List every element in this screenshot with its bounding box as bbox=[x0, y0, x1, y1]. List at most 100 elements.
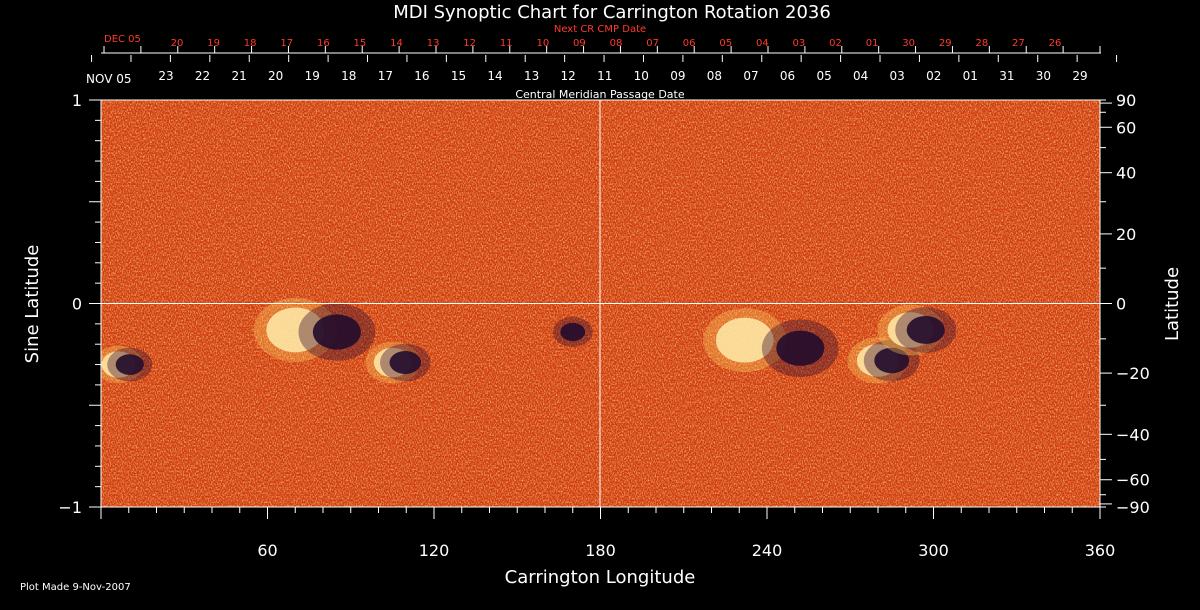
positive-halo bbox=[703, 308, 787, 373]
cmp-date-label: 30 bbox=[1036, 69, 1051, 83]
cmp-date-label: 04 bbox=[853, 69, 868, 83]
x-axis-label: Carrington Longitude bbox=[505, 567, 696, 588]
next-cmp-start-label: DEC 05 bbox=[104, 34, 141, 45]
bottom-axis: 60 120 180 240 300 360 bbox=[100, 507, 1116, 560]
negative-flux bbox=[115, 354, 144, 375]
cmp-date-label: 31 bbox=[999, 69, 1014, 83]
cmp-start-label: NOV 05 bbox=[86, 72, 132, 86]
x-tick-label: 360 bbox=[1085, 541, 1116, 560]
next-cmp-date-label: 13 bbox=[427, 38, 440, 49]
right-tick-label: 40 bbox=[1116, 164, 1136, 183]
next-cmp-date-label: 09 bbox=[573, 38, 586, 49]
negative-halo bbox=[863, 339, 920, 382]
cmp-date-label: 07 bbox=[743, 69, 758, 83]
cmp-date-label: 23 bbox=[158, 69, 173, 83]
cmp-date-label: 29 bbox=[1072, 69, 1087, 83]
active-region bbox=[847, 337, 920, 384]
x-tick-label: 180 bbox=[585, 541, 616, 560]
negative-flux bbox=[874, 347, 910, 374]
next-cmp-label: Next CR CMP Date bbox=[554, 24, 646, 35]
x-tick-label: 120 bbox=[419, 541, 450, 560]
negative-halo bbox=[895, 307, 957, 353]
cmp-date-label: 09 bbox=[670, 69, 685, 83]
next-cmp-date-label: 03 bbox=[793, 38, 806, 49]
cmp-date-label: 02 bbox=[926, 69, 941, 83]
cmp-date-label: 21 bbox=[231, 69, 246, 83]
next-cmp-axis: DEC 05 20 19 18 17 16 15 14 13 12 11 10 09 08 07 06 05 0… bbox=[101, 34, 1101, 54]
right-tick-label: −40 bbox=[1116, 425, 1150, 444]
right-tick-label: −90 bbox=[1116, 498, 1150, 517]
cmp-date-label: 18 bbox=[341, 69, 356, 83]
right-axis: 90 60 40 20 0 −20 −40 −60 −90 bbox=[1100, 91, 1150, 517]
next-cmp-date-label: 11 bbox=[500, 38, 513, 49]
next-cmp-date-label: 20 bbox=[171, 38, 184, 49]
cmp-date-label: 15 bbox=[451, 69, 466, 83]
cmp-date-label: 01 bbox=[963, 69, 978, 83]
next-cmp-date-label: 10 bbox=[536, 38, 549, 49]
next-cmp-date-label: 28 bbox=[975, 38, 988, 49]
next-cmp-date-label: 02 bbox=[829, 38, 842, 49]
active-region bbox=[761, 319, 839, 378]
negative-halo bbox=[552, 317, 593, 347]
next-cmp-date-label: 04 bbox=[756, 38, 769, 49]
plot-made-label: Plot Made 9-Nov-2007 bbox=[20, 582, 131, 593]
next-cmp-date-label: 05 bbox=[719, 38, 732, 49]
cmp-date-label: 12 bbox=[561, 69, 576, 83]
next-cmp-date-label: 07 bbox=[646, 38, 659, 49]
active-region bbox=[552, 317, 593, 347]
right-tick-label: 60 bbox=[1116, 118, 1136, 137]
right-tick-label: −60 bbox=[1116, 471, 1150, 490]
right-tick-label: 90 bbox=[1116, 91, 1136, 110]
cmp-date-label: 16 bbox=[414, 69, 429, 83]
right-axis-label: Latitude bbox=[1162, 267, 1183, 341]
negative-flux bbox=[906, 315, 945, 344]
cmp-date-label: 06 bbox=[780, 69, 795, 83]
active-region bbox=[703, 308, 787, 373]
negative-halo bbox=[298, 303, 376, 361]
next-cmp-date-label: 01 bbox=[866, 38, 879, 49]
x-tick-label: 240 bbox=[752, 541, 783, 560]
cmp-date-label: 22 bbox=[195, 69, 210, 83]
negative-flux bbox=[389, 350, 422, 375]
left-tick-label: −1 bbox=[58, 498, 82, 517]
next-cmp-date-label: 30 bbox=[902, 38, 915, 49]
cmp-date-label: 03 bbox=[890, 69, 905, 83]
negative-flux bbox=[776, 330, 825, 366]
left-tick-label: 0 bbox=[72, 295, 82, 314]
cmp-date-label: 20 bbox=[268, 69, 283, 83]
negative-flux bbox=[560, 322, 586, 342]
negative-halo bbox=[380, 343, 431, 382]
x-tick-label: 300 bbox=[918, 541, 949, 560]
active-region bbox=[298, 303, 376, 361]
left-axis: 1 0 −1 bbox=[58, 91, 101, 517]
cmp-date-label: 19 bbox=[305, 69, 320, 83]
next-cmp-date-label: 15 bbox=[354, 38, 367, 49]
next-cmp-date-label: 27 bbox=[1012, 38, 1025, 49]
active-region bbox=[877, 304, 957, 356]
cmp-date-label: 08 bbox=[707, 69, 722, 83]
next-cmp-date-label: 14 bbox=[390, 38, 403, 49]
left-axis-label: Sine Latitude bbox=[22, 245, 43, 364]
next-cmp-date-label: 08 bbox=[610, 38, 623, 49]
next-cmp-date-label: 19 bbox=[207, 38, 220, 49]
next-cmp-date-label: 17 bbox=[280, 38, 293, 49]
next-cmp-date-label: 16 bbox=[317, 38, 330, 49]
negative-halo bbox=[107, 347, 153, 382]
positive-flux bbox=[716, 317, 774, 363]
positive-flux bbox=[266, 307, 325, 353]
right-tick-label: −20 bbox=[1116, 364, 1150, 383]
cmp-date-label: 14 bbox=[487, 69, 502, 83]
next-cmp-date-label: 06 bbox=[683, 38, 696, 49]
cmp-date-label: 10 bbox=[634, 69, 649, 83]
next-cmp-date-label: 29 bbox=[939, 38, 952, 49]
active-region bbox=[253, 297, 337, 362]
next-cmp-date-label: 26 bbox=[1049, 38, 1062, 49]
cmp-date-label: 05 bbox=[816, 69, 831, 83]
x-tick-label: 60 bbox=[257, 541, 277, 560]
negative-halo bbox=[761, 319, 839, 378]
negative-flux bbox=[312, 314, 361, 350]
active-region bbox=[365, 341, 431, 384]
positive-halo bbox=[253, 297, 337, 362]
cmp-date-label: 13 bbox=[524, 69, 539, 83]
